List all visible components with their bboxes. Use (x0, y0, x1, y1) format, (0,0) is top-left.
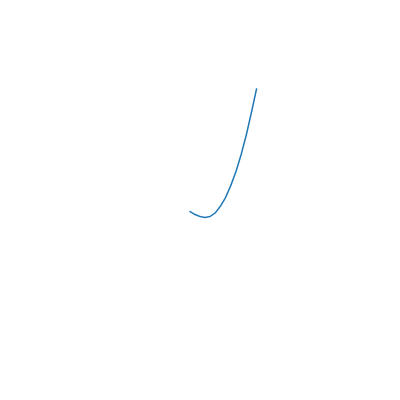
series-line-0 (189, 88, 258, 219)
